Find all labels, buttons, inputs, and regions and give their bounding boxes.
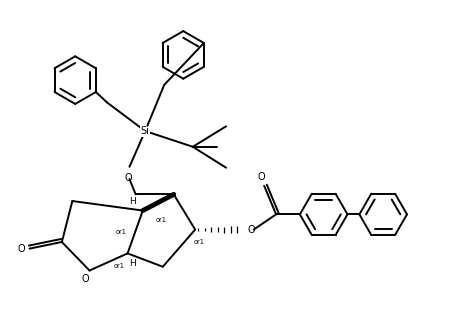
Polygon shape (143, 193, 176, 211)
Text: Si: Si (141, 126, 149, 136)
Text: or1: or1 (194, 239, 204, 245)
Text: O: O (124, 173, 132, 183)
Text: or1: or1 (156, 217, 166, 223)
Text: O: O (247, 225, 255, 235)
Text: Si: Si (141, 126, 149, 136)
Text: or1: or1 (116, 229, 127, 236)
Text: H: H (129, 198, 136, 206)
Text: O: O (18, 244, 25, 254)
Text: O: O (82, 274, 89, 284)
Text: H: H (129, 260, 136, 268)
Text: or1: or1 (114, 263, 124, 269)
Text: O: O (258, 172, 266, 182)
